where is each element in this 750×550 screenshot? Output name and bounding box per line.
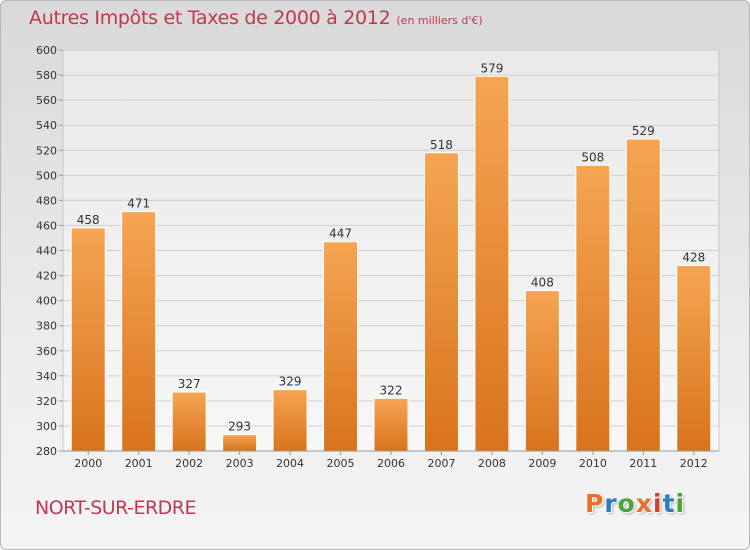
y-tick-label: 580 <box>36 69 57 82</box>
bar <box>524 290 560 452</box>
bar <box>323 241 359 452</box>
bar <box>575 164 611 452</box>
logo-letter: r <box>604 489 618 518</box>
data-label: 471 <box>127 197 150 211</box>
title-text: Autres Impôts et Taxes de 2000 à 2012 <box>29 7 391 29</box>
bar <box>171 391 207 452</box>
data-label: 529 <box>632 124 655 138</box>
x-axis: 2000 2001 2002 2003 2004 2005 2006 2007 2008 2009… <box>63 450 719 470</box>
data-label: 458 <box>77 213 100 227</box>
logo-letter: t <box>662 489 676 518</box>
data-label: 508 <box>581 150 604 164</box>
logo-letter: x <box>635 489 653 518</box>
data-label: 428 <box>682 251 705 265</box>
x-tick-label: 2005 <box>327 457 355 470</box>
logo-letter: P <box>585 489 605 518</box>
place-name: NORT-SUR-ERDRE <box>35 497 197 519</box>
x-tick-label: 2003 <box>226 457 254 470</box>
bar <box>676 265 712 452</box>
bar <box>423 152 459 452</box>
logo-letter: o <box>617 489 636 518</box>
proxiti-logo[interactable]: Proxiti <box>585 489 685 518</box>
data-label: 327 <box>178 377 201 391</box>
y-tick-label: 280 <box>36 445 57 458</box>
y-tick-label: 380 <box>36 320 57 333</box>
y-tick-label: 360 <box>36 345 57 358</box>
bar <box>373 397 409 452</box>
bar <box>70 227 106 452</box>
title-unit: (en milliers d'€) <box>396 14 483 27</box>
logo-letter: i <box>653 489 663 518</box>
bar <box>121 211 157 452</box>
data-label: 293 <box>228 420 251 434</box>
chart-title: Autres Impôts et Taxes de 2000 à 2012 (en… <box>29 7 483 29</box>
y-tick-label: 460 <box>36 219 57 232</box>
x-tick-label: 2001 <box>125 457 153 470</box>
x-tick-label: 2011 <box>629 457 657 470</box>
y-tick-label: 560 <box>36 94 57 107</box>
data-label: 447 <box>329 227 352 241</box>
x-tick-label: 2004 <box>276 457 304 470</box>
y-tick-label: 480 <box>36 194 57 207</box>
y-tick-label: 440 <box>36 245 57 258</box>
data-label: 322 <box>380 383 403 397</box>
y-tick-label: 600 <box>36 44 57 57</box>
x-tick-label: 2012 <box>680 457 708 470</box>
data-label: 329 <box>279 375 302 389</box>
data-label: 518 <box>430 138 453 152</box>
bar <box>625 138 661 452</box>
y-tick-label: 400 <box>36 295 57 308</box>
x-tick-label: 2000 <box>74 457 102 470</box>
data-label: 579 <box>480 61 503 75</box>
bar <box>474 75 510 452</box>
y-tick-label: 540 <box>36 119 57 132</box>
y-tick-label: 300 <box>36 420 57 433</box>
logo-letter: i <box>675 489 686 518</box>
x-tick-label: 2009 <box>528 457 556 470</box>
bar <box>272 389 308 452</box>
bar <box>222 434 258 452</box>
x-tick-label: 2008 <box>478 457 506 470</box>
x-tick-label: 2002 <box>175 457 203 470</box>
y-tick-label: 520 <box>36 144 57 157</box>
y-tick-label: 340 <box>36 370 57 383</box>
x-tick-label: 2007 <box>427 457 455 470</box>
y-tick-label: 500 <box>36 169 57 182</box>
y-tick-label: 420 <box>36 270 57 283</box>
y-axis: 280 300 320 340 360 380 400 420 440 460 480 500 520 5… <box>36 44 63 458</box>
y-tick-label: 320 <box>36 395 57 408</box>
x-tick-label: 2010 <box>579 457 607 470</box>
x-tick-label: 2006 <box>377 457 405 470</box>
data-label: 408 <box>531 276 554 290</box>
